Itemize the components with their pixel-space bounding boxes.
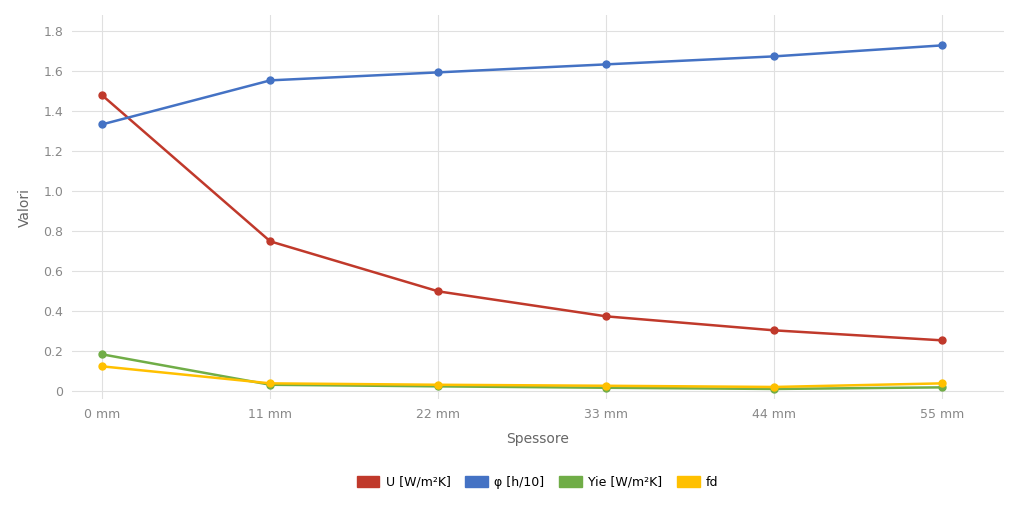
- X-axis label: Spessore: Spessore: [506, 432, 569, 446]
- Y-axis label: Valori: Valori: [18, 188, 32, 227]
- Legend: U [W/m²K], φ [h/10], Yie [W/m²K], fd: U [W/m²K], φ [h/10], Yie [W/m²K], fd: [352, 471, 723, 494]
